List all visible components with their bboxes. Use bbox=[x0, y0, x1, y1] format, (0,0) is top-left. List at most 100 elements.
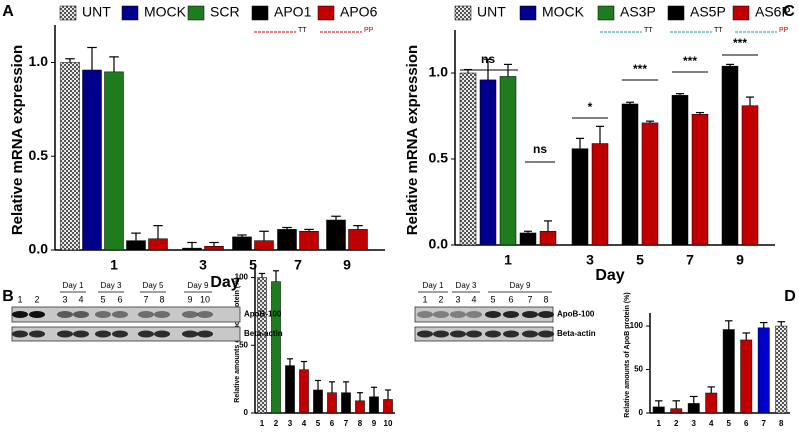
blot-band bbox=[12, 311, 28, 318]
lane-label: 3 bbox=[455, 294, 460, 304]
lane-label: 8 bbox=[543, 294, 548, 304]
x-tick-label: 5 bbox=[636, 252, 644, 268]
legend-label: AS5P bbox=[690, 4, 726, 20]
lane-label: 1 bbox=[17, 294, 22, 304]
legend-label: UNT bbox=[477, 4, 506, 20]
bar bbox=[299, 231, 319, 251]
y-tick-label: 0 bbox=[244, 408, 249, 417]
lane-label: 6 bbox=[508, 294, 513, 304]
bar bbox=[691, 114, 709, 246]
blot-band bbox=[538, 311, 554, 318]
blot-band bbox=[197, 311, 213, 318]
y-tick-label: 1.0 bbox=[29, 53, 49, 69]
blot-band bbox=[466, 330, 482, 338]
y-tick-label: 100 bbox=[235, 273, 249, 282]
x-tick-label: 7 bbox=[344, 419, 349, 428]
bar bbox=[641, 122, 659, 246]
y-axis-label: Relative mRNA expression bbox=[9, 45, 26, 235]
bar bbox=[459, 72, 477, 246]
bar bbox=[621, 103, 639, 246]
legend-note: TT bbox=[298, 27, 307, 34]
x-tick-label: 7 bbox=[686, 252, 694, 268]
legend-swatch bbox=[251, 5, 269, 21]
bar bbox=[277, 229, 297, 251]
blot-band bbox=[522, 311, 538, 318]
bar bbox=[383, 399, 393, 414]
bar bbox=[257, 277, 267, 414]
blot-band bbox=[95, 330, 111, 338]
y-axis-label: Relative amounts of ApoB protein (%) bbox=[624, 292, 631, 417]
x-tick-label: 7 bbox=[294, 257, 302, 273]
lane-label: 3 bbox=[62, 294, 67, 304]
bar bbox=[740, 339, 753, 414]
legend-swatch bbox=[59, 5, 77, 21]
legend-label: APO1 bbox=[274, 4, 312, 20]
day-label: Day 3 bbox=[456, 281, 477, 290]
y-tick-label: 0.0 bbox=[429, 236, 449, 252]
legend-swatch bbox=[732, 5, 750, 21]
bar bbox=[313, 389, 323, 414]
x-axis-label: Day bbox=[595, 267, 624, 284]
legend-note: PP bbox=[779, 27, 789, 34]
legend-label: AS3P bbox=[620, 4, 656, 20]
blot-band bbox=[57, 311, 73, 318]
legend-label: MOCK bbox=[144, 4, 187, 20]
blot-band bbox=[466, 311, 482, 318]
significance-label: *** bbox=[733, 36, 747, 50]
blot-band bbox=[29, 311, 45, 318]
blot-band bbox=[112, 311, 128, 318]
panel-label: C bbox=[783, 3, 795, 20]
lane-label: 5 bbox=[100, 294, 105, 304]
blot-band bbox=[154, 311, 170, 318]
blot-band bbox=[73, 311, 89, 318]
blot-row-label: ApoB-100 bbox=[244, 310, 282, 319]
x-tick-label: 8 bbox=[358, 419, 363, 428]
lane-label: 5 bbox=[490, 294, 495, 304]
x-tick-label: 9 bbox=[343, 257, 351, 273]
x-tick-label: 3 bbox=[288, 419, 293, 428]
blot-band bbox=[29, 330, 45, 338]
bar bbox=[670, 408, 683, 414]
blot-band bbox=[450, 330, 466, 338]
x-tick-label: 2 bbox=[274, 419, 279, 428]
x-tick-label: 1 bbox=[260, 419, 265, 428]
legend-label: APO6 bbox=[340, 4, 378, 20]
x-tick-label: 1 bbox=[504, 252, 512, 268]
significance-label: *** bbox=[633, 62, 647, 76]
y-tick-label: 100 bbox=[630, 321, 644, 330]
blot-band bbox=[138, 330, 154, 338]
blot-band bbox=[417, 330, 433, 338]
legend-label: UNT bbox=[82, 4, 111, 20]
blot-row-label: ApoB-100 bbox=[557, 310, 595, 319]
x-tick-label: 1 bbox=[110, 257, 118, 273]
bar bbox=[757, 327, 770, 414]
y-axis-label: Relative mRNA expression bbox=[404, 45, 421, 235]
lane-label: 9 bbox=[187, 294, 192, 304]
panel-label: B bbox=[2, 288, 14, 305]
blot-band bbox=[197, 330, 213, 338]
x-tick-label: 9 bbox=[372, 419, 377, 428]
blot-band bbox=[522, 330, 538, 338]
y-tick-label: 0.5 bbox=[29, 147, 49, 163]
blot-band bbox=[485, 330, 501, 338]
y-tick-label: 50 bbox=[239, 340, 248, 349]
lane-label: 2 bbox=[438, 294, 443, 304]
y-tick-label: 0 bbox=[639, 408, 644, 417]
legend-label: MOCK bbox=[542, 4, 585, 20]
day-label: Day 3 bbox=[101, 281, 122, 290]
bar bbox=[254, 240, 274, 251]
bar bbox=[182, 247, 202, 251]
bar bbox=[705, 392, 718, 414]
bar bbox=[671, 95, 689, 246]
bar bbox=[104, 71, 124, 251]
y-tick-label: 50 bbox=[634, 365, 643, 374]
x-tick-label: 3 bbox=[692, 419, 697, 428]
blot-band bbox=[73, 330, 89, 338]
x-tick-label: 3 bbox=[199, 257, 207, 273]
blot-band bbox=[503, 330, 519, 338]
bar bbox=[652, 406, 665, 414]
x-tick-label: 5 bbox=[316, 419, 321, 428]
blot-band bbox=[485, 311, 501, 318]
legend-swatch bbox=[667, 5, 685, 21]
blot-band bbox=[154, 330, 170, 338]
